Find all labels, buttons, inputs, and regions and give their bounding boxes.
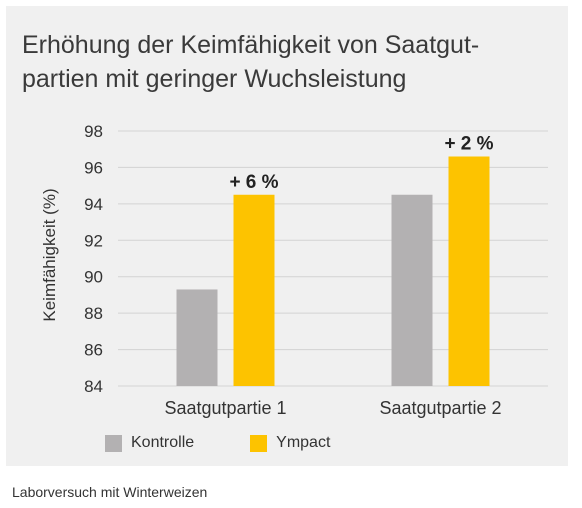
y-tick-label-98: 98 [84, 122, 103, 141]
legend: Kontrolle Ympact [105, 434, 386, 452]
y-tick-label-96: 96 [84, 158, 103, 177]
y-tick-label-88: 88 [84, 304, 103, 323]
y-tick-label-92: 92 [84, 231, 103, 250]
bar-kontrolle-2 [391, 194, 433, 386]
legend-label-ympact: Ympact [276, 434, 331, 451]
annotation-2: + 2 % [444, 134, 493, 155]
x-tick-labels: Saatgutpartie 1 Saatgutpartie 2 [164, 398, 501, 418]
legend-label-kontrolle: Kontrolle [131, 434, 195, 451]
y-tick-labels: 84 86 88 90 92 94 96 98 [84, 122, 103, 396]
y-axis-label: Keimfähigkeit (%) [40, 188, 59, 321]
bar-kontrolle-1 [176, 289, 218, 386]
bars [176, 156, 490, 386]
legend-item-kontrolle: Kontrolle [105, 434, 194, 452]
chart-title: Erhöhung der Keimfähigkeit von Saatgut- … [22, 28, 562, 96]
y-tick-label-94: 94 [84, 195, 103, 214]
annotations: + 6 % + 2 % [229, 134, 493, 193]
y-tick-label-90: 90 [84, 268, 103, 287]
footnote: Laborversuch mit Winterweizen [12, 484, 208, 500]
y-tick-label-84: 84 [84, 377, 103, 396]
legend-item-ympact: Ympact [250, 434, 330, 452]
annotation-1: + 6 % [229, 172, 278, 193]
x-tick-label-1: Saatgutpartie 1 [164, 398, 286, 418]
bar-ympact-2 [448, 156, 490, 386]
chart-title-line-1: Erhöhung der Keimfähigkeit von Saatgut- [22, 31, 480, 59]
x-tick-label-2: Saatgutpartie 2 [379, 398, 501, 418]
chart-title-line-2: partien mit geringer Wuchsleistung [22, 65, 407, 93]
bar-chart: 84 86 88 90 92 94 96 98 + 6 % + 2 % Saatgutparti… [40, 122, 548, 418]
legend-swatch-ympact [250, 434, 268, 452]
bar-ympact-1 [233, 194, 275, 386]
y-tick-label-86: 86 [84, 341, 103, 360]
legend-swatch-kontrolle [105, 434, 122, 452]
